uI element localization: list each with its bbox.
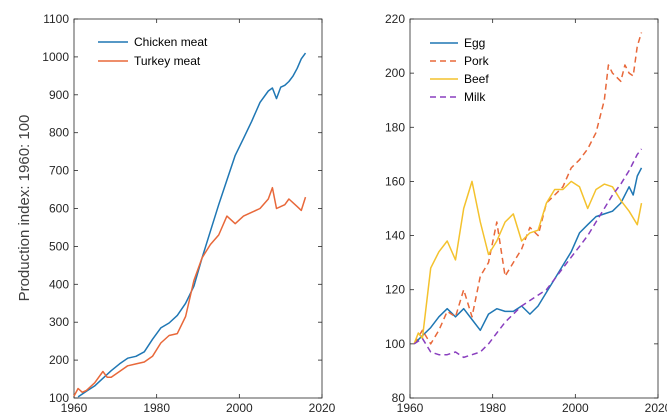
y-tick-label: 220	[385, 12, 405, 26]
legend-label: Beef	[464, 72, 489, 86]
chart-left: 1960 1980 2000 2020 100 200 300 400 500 600 700 800…	[42, 12, 335, 415]
y-tick-label: 1000	[42, 50, 69, 64]
y-tick-label: 700	[49, 164, 69, 178]
y-tick-label: 600	[49, 202, 69, 216]
y-tick-label: 300	[49, 315, 69, 329]
x-tick-label: 2000	[226, 401, 253, 415]
x-tick-label: 2000	[562, 401, 589, 415]
y-tick-label: 800	[49, 126, 69, 140]
y-tick-label: 100	[49, 391, 69, 405]
legend-label: Chicken meat	[134, 35, 208, 49]
legend-label: Pork	[464, 54, 490, 68]
y-tick-label: 120	[385, 283, 405, 297]
legend-label: Milk	[464, 90, 486, 104]
plot-frame	[73, 18, 323, 399]
x-tick-label: 1980	[143, 401, 170, 415]
series-line-milk	[413, 148, 643, 359]
legend-label: Egg	[464, 36, 485, 50]
y-axis-label: Production index: 1960: 100	[16, 115, 33, 302]
x-tick-label: 1960	[397, 401, 424, 415]
series-line-turkey-meat	[73, 186, 307, 397]
y-tick-label: 100	[385, 337, 405, 351]
series-line-pork	[413, 32, 643, 345]
y-tick-label: 180	[385, 120, 405, 134]
y-tick-label: 1100	[43, 12, 69, 26]
y-tick-label: 900	[49, 88, 69, 102]
x-tick-label: 1980	[479, 401, 506, 415]
y-tick-label: 80	[392, 391, 406, 405]
series-line-beef	[413, 180, 643, 345]
series-line-chicken-meat	[77, 52, 307, 398]
plot-frame	[409, 18, 659, 399]
y-tick-label: 500	[49, 239, 69, 253]
y-tick-label: 400	[49, 277, 69, 291]
y-tick-label: 200	[49, 353, 69, 367]
x-tick-label: 2020	[645, 401, 667, 415]
x-tick-label: 1960	[61, 401, 88, 415]
legend-label: Turkey meat	[134, 54, 201, 68]
y-tick-label: 140	[385, 229, 405, 243]
y-tick-label: 200	[385, 66, 405, 80]
series-line-egg	[413, 167, 643, 345]
y-tick-label: 160	[385, 174, 405, 188]
x-tick-label: 2020	[309, 401, 336, 415]
chart-right: 1960 1980 2000 2020 80 100 120 140 160 180 200 220 E…	[385, 12, 667, 415]
